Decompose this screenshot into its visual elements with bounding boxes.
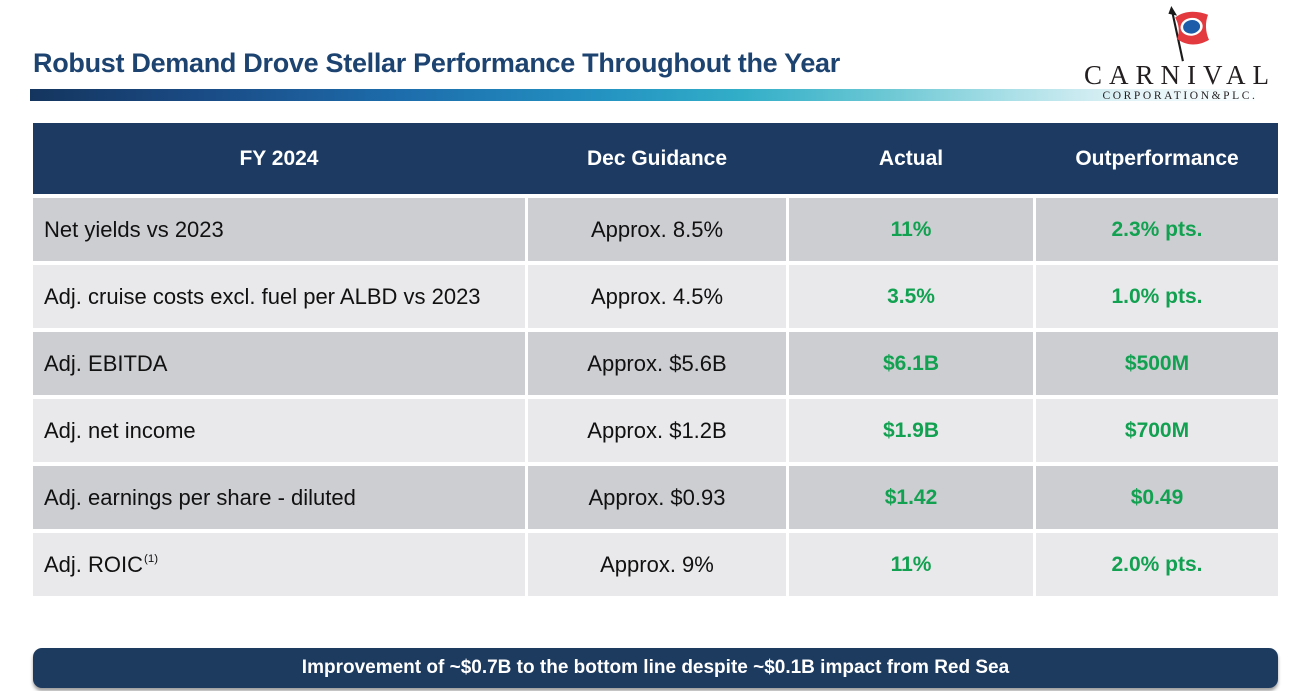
table-row-adj-net-income: Adj. net income Approx. $1.2B $1.9B $700… — [33, 399, 1278, 462]
table-body: Net yields vs 2023 Approx. 8.5% 11% 2.3%… — [33, 198, 1278, 596]
metric-cell: Adj. cruise costs excl. fuel per ALBD vs… — [33, 265, 525, 328]
carnival-flag-icon — [1168, 6, 1209, 62]
column-header-outperformance: Outperformance — [1075, 146, 1239, 170]
outperformance-cell: $700M — [1036, 399, 1278, 462]
actual-cell: $1.42 — [789, 466, 1033, 529]
table-header-row: FY 2024 Dec Guidance Actual Outperforman… — [33, 123, 1278, 194]
outperformance-cell: 1.0% pts. — [1036, 265, 1278, 328]
metric-cell: Adj. EBITDA — [33, 332, 525, 395]
guidance-cell: Approx. $5.6B — [528, 332, 786, 395]
table-row-cruise-costs: Adj. cruise costs excl. fuel per ALBD vs… — [33, 265, 1278, 328]
column-header-actual: Actual — [878, 146, 944, 170]
table-row-net-yields: Net yields vs 2023 Approx. 8.5% 11% 2.3%… — [33, 198, 1278, 261]
outperformance-cell: $500M — [1036, 332, 1278, 395]
guidance-cell: Approx. 9% — [528, 533, 786, 596]
metric-label: Net yields vs 2023 — [44, 216, 224, 242]
column-header-fy2024: FY 2024 — [239, 146, 319, 170]
actual-cell: 11% — [789, 198, 1033, 261]
metric-label: Adj. cruise costs excl. fuel per ALBD vs… — [44, 283, 481, 309]
metric-label: Adj. EBITDA — [44, 350, 168, 376]
metric-cell: Adj. ROIC (1) — [33, 533, 525, 596]
outperformance-cell: $0.49 — [1036, 466, 1278, 529]
column-header-dec-guidance: Dec Guidance — [586, 146, 728, 170]
actual-cell: $1.9B — [789, 399, 1033, 462]
actual-cell: 3.5% — [789, 265, 1033, 328]
page-title: Robust Demand Drove Stellar Performance … — [33, 48, 840, 78]
table-row-adj-eps: Adj. earnings per share - diluted Approx… — [33, 466, 1278, 529]
actual-cell: 11% — [789, 533, 1033, 596]
metric-label: Adj. net income — [44, 417, 196, 443]
actual-cell: $6.1B — [789, 332, 1033, 395]
metric-cell: Adj. earnings per share - diluted — [33, 466, 525, 529]
outperformance-cell: 2.3% pts. — [1036, 198, 1278, 261]
performance-table: FY 2024 Dec Guidance Actual Outperforman… — [33, 123, 1278, 596]
guidance-cell: Approx. 4.5% — [528, 265, 786, 328]
outperformance-cell: 2.0% pts. — [1036, 533, 1278, 596]
table-row-adj-roic: Adj. ROIC (1) Approx. 9% 11% 2.0% pts. — [33, 533, 1278, 596]
bottom-banner: Improvement of ~$0.7B to the bottom line… — [33, 648, 1278, 688]
logo-subtext: CORPORATION&PLC. — [1102, 90, 1258, 102]
guidance-cell: Approx. $1.2B — [528, 399, 786, 462]
metric-label: Adj. ROIC — [44, 551, 144, 577]
metric-cell: Adj. net income — [33, 399, 525, 462]
logo-wordmark: CARNIVAL — [1083, 60, 1276, 90]
title-underline-gradient — [30, 89, 1255, 101]
table-row-adj-ebitda: Adj. EBITDA Approx. $5.6B $6.1B $500M — [33, 332, 1278, 395]
metric-cell: Net yields vs 2023 — [33, 198, 525, 261]
guidance-cell: Approx. $0.93 — [528, 466, 786, 529]
guidance-cell: Approx. 8.5% — [528, 198, 786, 261]
metric-label: Adj. earnings per share - diluted — [44, 484, 356, 510]
carnival-logo: CARNIVAL CORPORATION&PLC. — [1063, 6, 1297, 104]
